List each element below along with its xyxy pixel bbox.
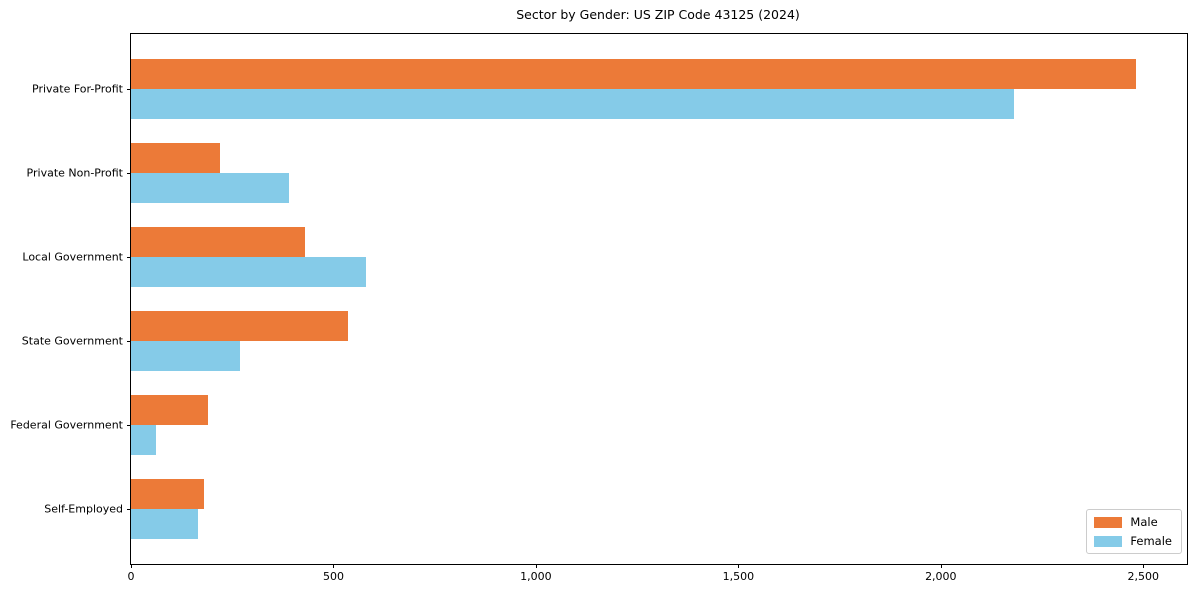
x-tick-mark (738, 564, 740, 568)
chart-title: Sector by Gender: US ZIP Code 43125 (202… (516, 7, 800, 22)
x-tick-mark (940, 564, 942, 568)
y-tick-label: Self-Employed (44, 502, 123, 516)
bar-male-1 (131, 143, 221, 173)
bar-male-3 (131, 311, 349, 341)
legend-item-female: Female (1094, 534, 1172, 548)
x-tick-mark (333, 564, 335, 568)
y-tick-label: Private Non-Profit (26, 166, 123, 180)
y-tick-mark (127, 509, 131, 510)
y-tick-mark (127, 425, 131, 426)
legend-label: Female (1130, 534, 1172, 548)
x-tick-label: 1,500 (722, 570, 755, 583)
y-tick-label: Local Government (22, 250, 123, 264)
x-tick-label: 2,000 (925, 570, 957, 583)
legend-swatch-female (1094, 535, 1123, 547)
y-tick-label: State Government (21, 334, 123, 348)
bar-male-4 (131, 395, 209, 425)
bar-male-0 (131, 59, 1137, 89)
legend: Male Female (1086, 509, 1182, 554)
x-tick-label: 2,500 (1127, 570, 1160, 583)
y-tick-label: Private For-Profit (32, 82, 123, 96)
bar-female-4 (131, 425, 156, 455)
x-tick-mark (1143, 564, 1145, 568)
plot-area: 0 500 1,000 1,500 2,000 2,500 Private For-Pro… (10, 33, 1188, 583)
x-tick-mark (535, 564, 537, 568)
y-tick-mark (127, 341, 131, 342)
x-tick-label: 500 (322, 570, 344, 583)
bar-male-5 (131, 479, 204, 509)
x-tick-label: 1,000 (520, 570, 552, 583)
bar-female-1 (131, 173, 289, 203)
legend-swatch-male (1094, 516, 1123, 528)
x-tick-label: 0 (127, 570, 135, 583)
legend-label: Male (1130, 515, 1158, 529)
y-tick-mark (127, 257, 131, 258)
bar-female-5 (131, 509, 198, 539)
legend-item-male: Male (1094, 515, 1172, 529)
bar-female-3 (131, 341, 240, 371)
y-tick-label: Federal Government (10, 418, 123, 432)
bar-male-2 (131, 227, 305, 257)
x-tick-mark (131, 564, 132, 568)
bar-female-0 (131, 89, 1015, 119)
bar-female-2 (131, 257, 366, 287)
y-tick-mark (127, 173, 131, 174)
y-tick-mark (127, 89, 131, 90)
